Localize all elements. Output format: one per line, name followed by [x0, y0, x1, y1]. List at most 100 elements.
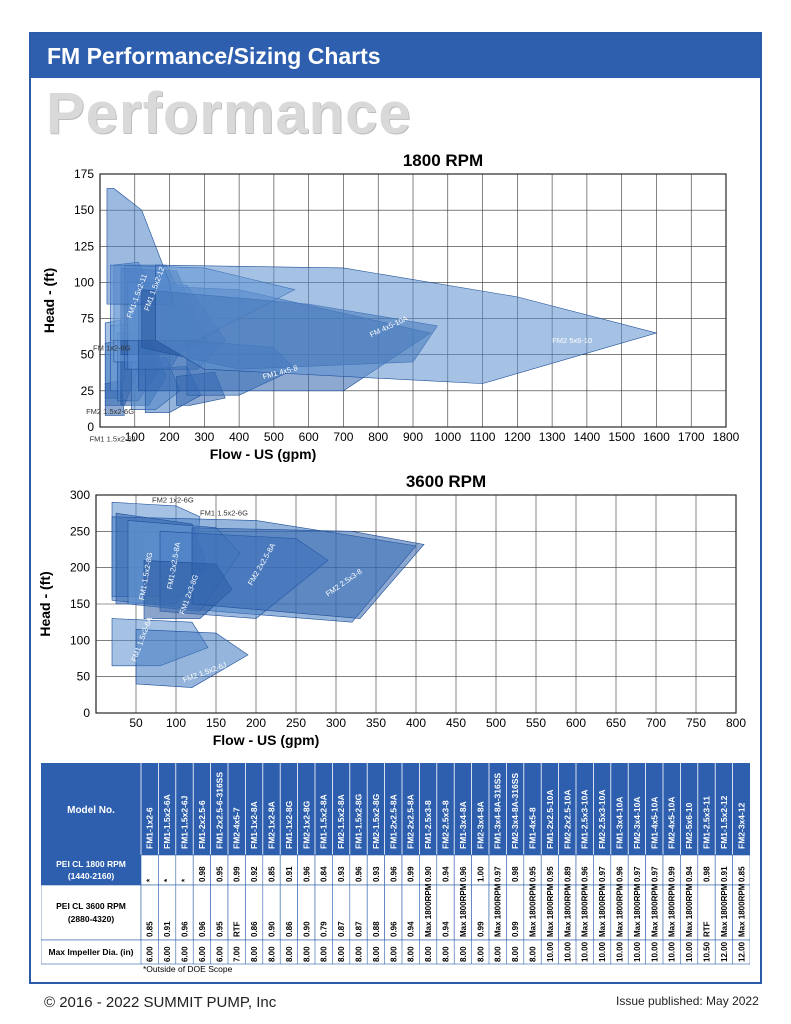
table-cell-text: 10.00: [581, 941, 590, 962]
table-cell-text: 8.00: [494, 946, 503, 962]
x-tick-label: 300: [194, 430, 214, 444]
table-model-name: FM1-2x2.5-6: [197, 800, 207, 849]
x-tick-label: 750: [686, 716, 706, 730]
x-tick-label: 400: [229, 430, 249, 444]
table-model-name: FM1-1.5x2-12: [719, 795, 729, 849]
table-cell-text: 0.87: [355, 921, 364, 937]
curve-group: [104, 188, 658, 416]
table-cell-text: 0.99: [476, 921, 485, 937]
table-row-label: Max Impeller Dia. (in): [48, 947, 133, 957]
table-cell-text: 0.96: [459, 866, 468, 882]
x-tick-label: 300: [326, 716, 346, 730]
table-cell-text: 6.00: [181, 946, 190, 962]
table-col-header: Model No.: [67, 805, 115, 816]
x-tick-label: 50: [129, 716, 143, 730]
x-tick-label: 800: [726, 716, 746, 730]
x-tick-label: 900: [403, 430, 423, 444]
table-cell-text: 0.98: [198, 866, 207, 882]
table-cell-text: 0.94: [685, 866, 694, 882]
table-model-name: FM2-1x2-8A: [267, 801, 277, 849]
x-tick-label: 200: [160, 430, 180, 444]
table-cell-text: 0.96: [389, 921, 398, 937]
x-tick-label: 1100: [470, 430, 496, 444]
table-model-name: FM2-3x4-8A-316SS: [510, 773, 520, 849]
table-cell-text: 8.00: [459, 946, 468, 962]
table-cell-text: 0.86: [285, 921, 294, 937]
y-axis-label: Head - (ft): [41, 268, 57, 333]
table-cell-text: Max 1800RPM: [581, 883, 590, 937]
chart-title: 3600 RPM: [406, 472, 486, 491]
table-cell-text: 0.96: [302, 866, 311, 882]
table-cell-text: 12.00: [720, 941, 729, 962]
table-cell-text: 0.97: [494, 866, 503, 882]
table-cell-text: 0.90: [302, 921, 311, 937]
table-cell-text: RTF: [703, 921, 712, 937]
table-model-name: FM2-4x5-10A: [667, 797, 677, 849]
x-tick-label: 200: [246, 716, 266, 730]
table-cell-text: 10.00: [598, 941, 607, 962]
table-cell-text: 12.00: [737, 941, 746, 962]
y-tick-label: 125: [74, 239, 94, 253]
header-bar: FM Performance/Sizing Charts: [31, 34, 760, 78]
table-cell-text: 8.00: [355, 946, 364, 962]
table-cell-text: 10.00: [563, 941, 572, 962]
x-tick-label: 1400: [574, 430, 601, 444]
table-model-name: FM1-1x2-6: [145, 807, 155, 849]
copyright-text: © 2016 - 2022 SUMMIT PUMP, Inc: [44, 994, 277, 1011]
table-model-name: FM1-1.5x2-6A: [162, 794, 172, 849]
table-cell-text: 0.93: [372, 866, 381, 882]
table-cell-text: 0.85: [268, 866, 277, 882]
table-cell-text: 0.91: [720, 866, 729, 882]
table-cell-text: 0.99: [407, 866, 416, 882]
table-model-name: FM2-5x6-10: [684, 802, 694, 849]
table-cell-text: 0.90: [268, 921, 277, 937]
table-row-label-bg: [41, 855, 141, 885]
table-model-name: FM2-1.5x2-8A: [336, 794, 346, 849]
curve-group: [111, 501, 425, 688]
y-tick-label: 100: [74, 275, 94, 289]
table-cell-text: 0.90: [424, 866, 433, 882]
table-cell-text: Max 1800RPM: [720, 883, 729, 937]
table-model-name: FM1-2.5x3-11: [702, 796, 712, 849]
table-cell-text: 0.98: [511, 866, 520, 882]
table-cell-text: 0.99: [668, 866, 677, 882]
table-model-name: FM2-2.5x3-10A: [597, 789, 607, 849]
table-cell-text: 0.96: [355, 866, 364, 882]
table-cell-text: Max 1800RPM: [668, 883, 677, 937]
table-cell-text: 0.79: [320, 921, 329, 937]
table-cell-text: Max 1800RPM: [424, 883, 433, 937]
x-tick-label: 600: [299, 430, 319, 444]
x-tick-label: 1300: [539, 430, 566, 444]
table-cell-text: *: [146, 878, 155, 882]
table-cell-text: 1.00: [476, 866, 485, 882]
y-tick-label: 300: [70, 488, 90, 502]
table-cell-text: 0.91: [285, 866, 294, 882]
table-cell-text: Max 1800RPM: [737, 883, 746, 937]
y-tick-label: 150: [74, 203, 94, 217]
table-model-name: FM1-4x5-10A: [649, 797, 659, 849]
table-cell-text: 8.00: [337, 946, 346, 962]
table-cell-text: 10.50: [703, 941, 712, 962]
y-axis-label: Head - (ft): [37, 571, 53, 636]
table-model-name: FM1-2x2.5-8A: [388, 794, 398, 849]
table-cell-text: 8.00: [320, 946, 329, 962]
table-cell-text: Max 1800RPM: [633, 883, 642, 937]
table-cell-text: 0.89: [563, 866, 572, 882]
curve-label: FM1 1.5x2-6G: [200, 508, 248, 517]
table-cell-text: *: [181, 878, 190, 882]
y-tick-label: 250: [70, 524, 90, 538]
table-cell-text: Max 1800RPM: [563, 883, 572, 937]
table-cell-text: 8.00: [424, 946, 433, 962]
table-model-name: FM1-2.5x3-10A: [580, 789, 590, 849]
table-cell-text: 8.00: [529, 946, 538, 962]
table-cell-text: 0.91: [163, 921, 172, 937]
x-tick-label: 700: [333, 430, 353, 444]
table-model-name: FM1-3x4-10A: [615, 797, 625, 849]
table-model-name: FM1-2x2.5-6-316SS: [214, 772, 224, 849]
table-row-sub: (1440-2160): [68, 871, 114, 881]
table-cell-text: *: [163, 878, 172, 882]
table-cell-text: 10.00: [616, 941, 625, 962]
x-tick-label: 1600: [643, 430, 670, 444]
table-cell-text: 6.00: [163, 946, 172, 962]
